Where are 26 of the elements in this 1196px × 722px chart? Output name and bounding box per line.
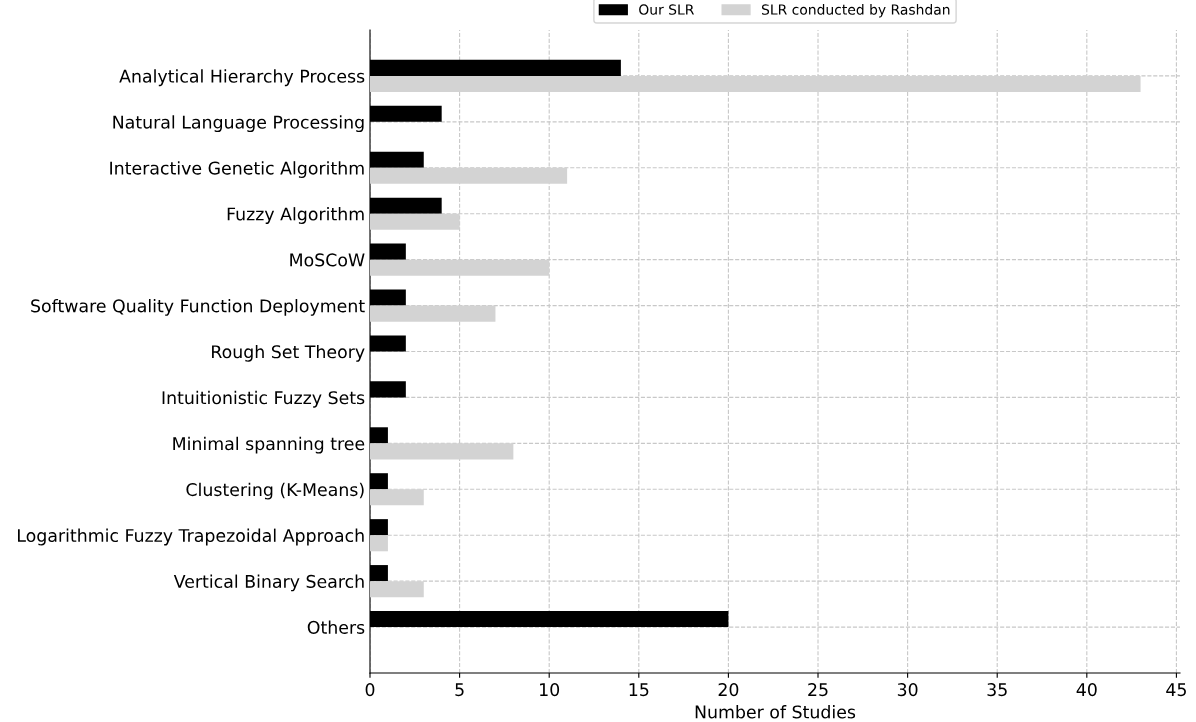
y-tick-label: Natural Language Processing [113,115,364,133]
x-tick-label: 40 [1076,683,1097,697]
x-tick-label: 20 [718,683,739,697]
y-tick-label: Others [307,620,365,634]
y-tick-label: Minimal spanning tree [173,436,365,454]
x-tick-label: 10 [540,683,560,697]
y-tick-label: Rough Set Theory [212,344,365,362]
y-tick-label: Intuitionistic Fuzzy Sets [162,390,365,408]
x-tick-label: 5 [455,683,464,697]
x-axis-title: Number of Studies [695,705,856,719]
y-tick-label: MoSCoW [290,253,365,267]
y-tick-label: Clustering (K-Means) [186,482,364,500]
x-tick-label: 15 [629,683,649,697]
y-tick-label: Interactive Genetic Algorithm [110,161,364,178]
legend-label: Our SLR [639,4,694,15]
x-tick-label: 25 [808,683,828,697]
x-tick-label: 35 [987,683,1007,697]
y-tick-label: Fuzzy Algorithm [227,207,364,224]
x-tick-label: 0 [365,683,375,697]
y-tick-label: Software Quality Function Deployment [31,298,365,316]
legend-label: SLR conducted by Rashdan [761,4,950,18]
x-tick-label: 45 [1166,683,1186,697]
y-tick-label: Logarithmic Fuzzy Trapezoidal Approach [18,528,364,546]
x-tick-label: 30 [897,683,918,697]
y-tick-label: Vertical Binary Search [173,574,364,592]
y-tick-label: Analytical Hierarchy Process [119,69,365,87]
